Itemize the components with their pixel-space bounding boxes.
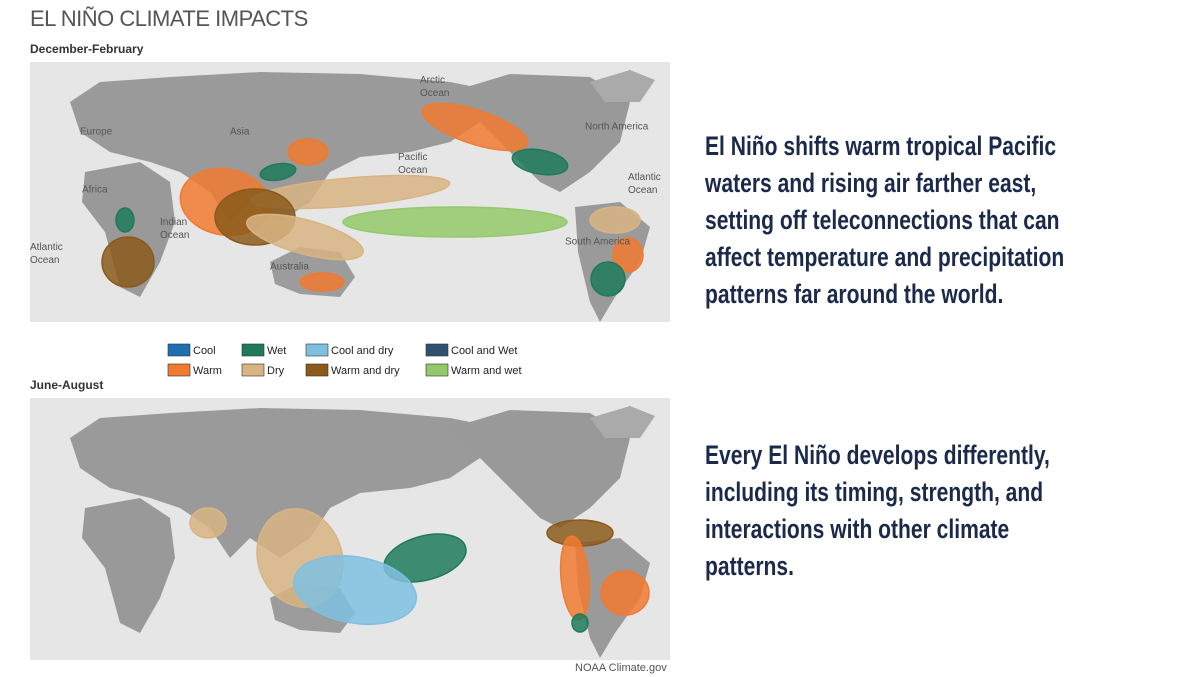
legend-label: Cool and dry — [331, 345, 394, 357]
paragraph: El Niño shifts warm tropical Pacific wate… — [705, 128, 1173, 313]
legend: Cool Wet Cool and dry Cool and Wet Warm Dry Wa… — [167, 343, 522, 377]
map-label: North America — [585, 122, 649, 133]
impact-region — [287, 138, 329, 166]
text-line: Every El Niño develops differently, — [705, 440, 1050, 470]
legend-label: Warm — [193, 365, 222, 377]
impact-region — [246, 213, 364, 261]
maps-panel: EL NIÑO CLIMATE IMPACTS December-Februar… — [30, 6, 670, 674]
map-label: Atlantic Ocean — [30, 242, 63, 266]
text-line: including its timing, strength, and — [705, 477, 1044, 507]
impact-region — [189, 507, 227, 539]
text-line: interactions with other climate — [705, 514, 1010, 544]
impact-region — [115, 207, 135, 233]
map: Arctic Ocean Europe Asia Pacific Ocean North A… — [30, 62, 670, 322]
text-line: waters and rising air farther east, — [705, 168, 1037, 198]
legend-label: Dry — [267, 365, 285, 377]
text-line: patterns. — [705, 551, 794, 581]
map-label: Arctic Ocean — [420, 75, 449, 99]
text-line: affect temperature and precipitation — [705, 242, 1065, 272]
text-line: El Niño shifts warm tropical Pacific — [705, 131, 1057, 161]
map-label: Australia — [270, 262, 309, 273]
legend-swatch — [305, 343, 329, 357]
legend-swatch — [167, 343, 191, 357]
legend-swatch — [167, 363, 191, 377]
impact-region — [571, 613, 589, 633]
legend-swatch — [305, 363, 329, 377]
map-label: Atlantic Ocean — [628, 172, 661, 196]
legend-swatch — [425, 363, 449, 377]
map-label: South America — [565, 237, 630, 248]
impact-region — [589, 206, 641, 234]
legend-label: Wet — [267, 345, 286, 357]
title: EL NIÑO CLIMATE IMPACTS — [30, 6, 308, 31]
impact-region — [600, 570, 650, 616]
impact-region — [101, 236, 155, 288]
impact-region — [421, 102, 529, 152]
map-label: Europe — [80, 127, 113, 138]
text-line: setting off teleconnections that can — [705, 205, 1060, 235]
legend-label: Cool and Wet — [451, 345, 517, 357]
legend-swatch — [241, 363, 265, 377]
impact-region — [612, 237, 644, 273]
impact-region — [299, 272, 345, 292]
impact-region — [342, 206, 568, 238]
legend-label: Warm and dry — [331, 365, 400, 377]
legend-label: Cool — [193, 345, 216, 357]
text-line: patterns far around the world. — [705, 279, 1004, 309]
legend-swatch — [241, 343, 265, 357]
legend-label: Warm and wet — [451, 365, 522, 377]
map-label: Indian Ocean — [160, 217, 189, 241]
season-label: June-August — [30, 378, 103, 392]
map-label: Asia — [230, 127, 250, 138]
map-label: Pacific Ocean — [398, 152, 427, 176]
legend-swatch — [425, 343, 449, 357]
impact-region — [511, 148, 569, 176]
impact-region — [292, 555, 418, 625]
credit: NOAA Climate.gov — [575, 662, 667, 674]
impact-region — [259, 162, 297, 182]
map-label: Africa — [82, 185, 108, 196]
impact-region — [590, 261, 626, 297]
map — [30, 398, 670, 660]
paragraph: Every El Niño develops differently, inclu… — [705, 437, 1173, 585]
season-label: December-February — [30, 42, 144, 56]
